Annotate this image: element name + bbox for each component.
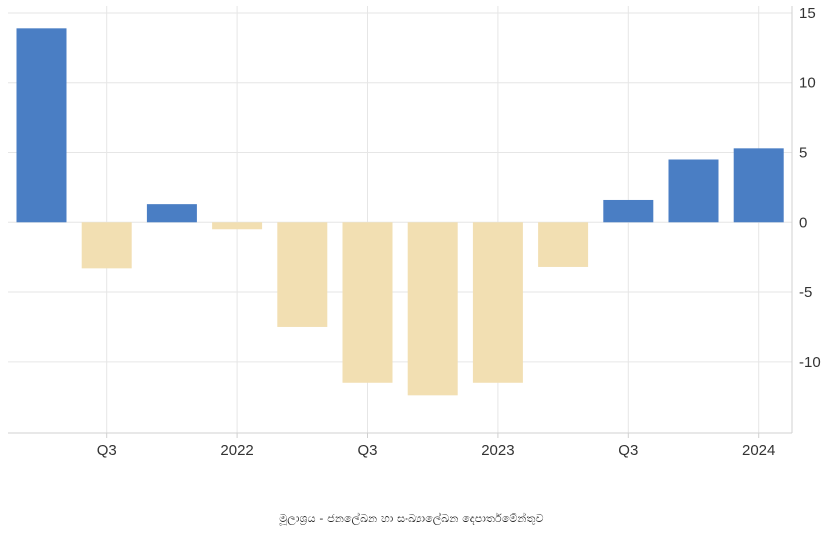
bar-6 xyxy=(407,222,458,396)
x-tick-label: Q3 xyxy=(618,442,638,459)
bar-8 xyxy=(538,222,589,267)
bar-5 xyxy=(342,222,393,383)
y-tick-label: 5 xyxy=(799,145,807,162)
bar-4 xyxy=(277,222,328,327)
y-tick-label: -10 xyxy=(799,354,821,371)
bar-chart: 15 10 5 0 -5 -10 Q3 2022 Q3 2023 Q3 2024 xyxy=(8,5,821,459)
y-tick-label: 10 xyxy=(799,75,816,92)
bar-9 xyxy=(603,199,654,223)
bar-10 xyxy=(668,159,719,223)
y-axis-labels: 15 10 5 0 -5 -10 xyxy=(799,5,821,371)
x-tick-label: Q3 xyxy=(357,442,377,459)
x-tick-label: 2024 xyxy=(742,442,775,459)
bar-1 xyxy=(81,222,132,269)
bar-0 xyxy=(16,28,67,223)
x-tick-label: 2023 xyxy=(481,442,514,459)
bars xyxy=(16,28,784,396)
y-tick-label: 15 xyxy=(799,5,816,22)
bar-7 xyxy=(472,222,523,383)
y-tick-label: 0 xyxy=(799,214,807,231)
axes xyxy=(8,6,793,438)
x-axis-labels: Q3 2022 Q3 2023 Q3 2024 xyxy=(97,442,776,459)
bar-11 xyxy=(733,148,784,223)
x-tick-label: 2022 xyxy=(220,442,253,459)
y-tick-label: -5 xyxy=(799,284,812,301)
x-tick-label: Q3 xyxy=(97,442,117,459)
bar-3 xyxy=(212,222,263,230)
source-caption: මූලාශ්‍රය - ජනලේඛන හා සංඛ්‍යාලේඛන දෙපාර්… xyxy=(279,512,544,525)
bar-2 xyxy=(146,204,197,223)
